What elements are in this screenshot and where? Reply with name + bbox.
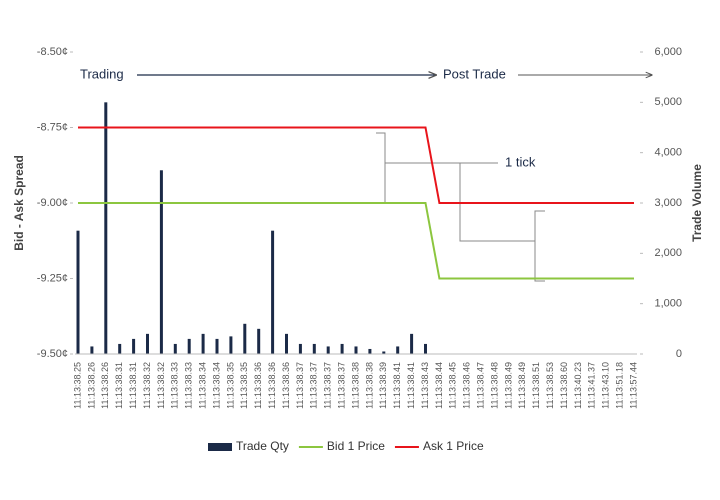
y-axis-title: Bid - Ask Spread <box>12 155 26 251</box>
x-tick-label: 11:13:38.36 <box>267 362 277 409</box>
y2-tick-label: 0 <box>676 348 682 360</box>
x-tick-label: 11:13:38.41 <box>406 362 416 409</box>
bar <box>104 102 108 354</box>
legend-swatch <box>208 443 232 451</box>
x-tick-label: 11:13:38.37 <box>336 362 346 409</box>
x-tick-label: 11:13:38.31 <box>128 362 138 409</box>
bar <box>368 348 372 354</box>
x-tick-label: 11:13:57.44 <box>628 362 638 409</box>
x-tick-label: 11:13:38.37 <box>323 362 333 409</box>
x-tick-label: 11:13:38.37 <box>309 362 319 409</box>
x-tick-label: 11:13:38.35 <box>225 362 235 409</box>
x-tick-label: 11:13:38.34 <box>197 362 207 409</box>
x-tick-label: 11:13:38.37 <box>295 362 305 409</box>
bar <box>354 346 358 354</box>
tick-bracket <box>459 163 545 282</box>
x-tick-label: 11:13:38.33 <box>184 362 194 409</box>
x-tick-label: 11:13:38.33 <box>170 362 180 409</box>
legend-label: Trade Qty <box>236 439 289 453</box>
bar <box>271 230 275 354</box>
bar <box>243 323 247 354</box>
x-tick-label: 11:13:38.43 <box>420 362 430 409</box>
x-tick-label: 11:13:38.38 <box>364 362 374 409</box>
bar <box>396 346 400 354</box>
line <box>78 202 634 280</box>
phase-label: Post Trade <box>443 66 506 81</box>
y-tick-label: -9.50¢ <box>37 348 68 360</box>
bar <box>187 338 191 354</box>
x-tick-label: 11:13:38.25 <box>72 362 82 409</box>
x-tick-label: 11:13:38.26 <box>86 362 96 409</box>
bar <box>340 343 344 354</box>
x-tick-label: 11:13:38.60 <box>559 362 569 409</box>
bar <box>285 333 288 354</box>
x-tick-label: 11:13:38.36 <box>253 362 263 409</box>
x-tick-label: 11:13:38.39 <box>378 362 388 409</box>
x-tick-label: 11:13:51.18 <box>614 362 624 409</box>
x-tick-label: 11:13:38.32 <box>142 362 152 409</box>
y2-tick-label: 3,000 <box>654 197 682 209</box>
bar <box>201 333 205 354</box>
bar <box>215 338 219 354</box>
bar <box>326 346 330 354</box>
x-tick-label: 11:13:38.51 <box>531 362 541 409</box>
x-tick-label: 11:13:38.49 <box>517 362 527 409</box>
bar <box>298 343 302 354</box>
x-tick-label: 11:13:38.53 <box>545 362 555 409</box>
bar <box>382 351 386 354</box>
x-tick-label: 11:13:43.10 <box>601 362 611 409</box>
x-tick-label: 11:13:38.45 <box>448 362 458 409</box>
x-tick-label: 11:13:38.47 <box>475 362 485 409</box>
phase-label: Trading <box>80 66 124 81</box>
y-tick-label: -8.75¢ <box>37 121 68 133</box>
x-tick-label: 11:13:40.23 <box>573 362 583 409</box>
x-tick-label: 11:13:38.48 <box>489 362 499 409</box>
x-tick-label: 11:13:38.34 <box>211 362 221 409</box>
x-tick-label: 11:13:38.36 <box>281 362 291 409</box>
y-tick-label: -8.50¢ <box>37 46 68 58</box>
y-tick-label: -9.00¢ <box>37 197 68 209</box>
x-tick-label: 11:13:38.38 <box>350 362 360 409</box>
bar <box>410 333 414 354</box>
y2-tick-label: 5,000 <box>654 96 682 108</box>
y2-tick-label: 1,000 <box>654 298 682 310</box>
annotation: 1 tick <box>505 154 536 169</box>
x-tick-label: 11:13:38.31 <box>114 362 124 409</box>
y2-tick-label: 2,000 <box>654 247 682 259</box>
bar <box>173 343 177 354</box>
bar <box>118 343 122 354</box>
x-tick-label: 11:13:38.26 <box>100 362 110 409</box>
x-tick-label: 11:13:38.35 <box>239 362 249 409</box>
legend-label: Bid 1 Price <box>327 439 385 453</box>
bar <box>312 343 316 354</box>
x-tick-label: 11:13:38.44 <box>434 362 444 409</box>
x-tick-label: 11:13:38.46 <box>462 362 472 409</box>
bar <box>424 343 427 354</box>
bar <box>146 333 149 354</box>
y2-axis-title: Trade Volume <box>690 164 704 242</box>
x-tick-label: 11:13:41.37 <box>587 362 597 409</box>
y2-tick-label: 6,000 <box>654 46 682 58</box>
bar <box>159 170 163 354</box>
bar <box>257 328 261 354</box>
x-tick-label: 11:13:38.49 <box>503 362 513 409</box>
y-tick-label: -9.25¢ <box>37 272 68 284</box>
bar <box>76 230 80 354</box>
x-tick-label: 11:13:38.41 <box>392 362 402 409</box>
line <box>78 126 634 204</box>
y2-tick-label: 4,000 <box>654 147 682 159</box>
bar <box>229 336 233 354</box>
x-tick-label: 11:13:38.32 <box>156 362 166 409</box>
bar <box>90 346 94 354</box>
bar <box>132 338 136 354</box>
legend-label: Ask 1 Price <box>423 439 484 453</box>
